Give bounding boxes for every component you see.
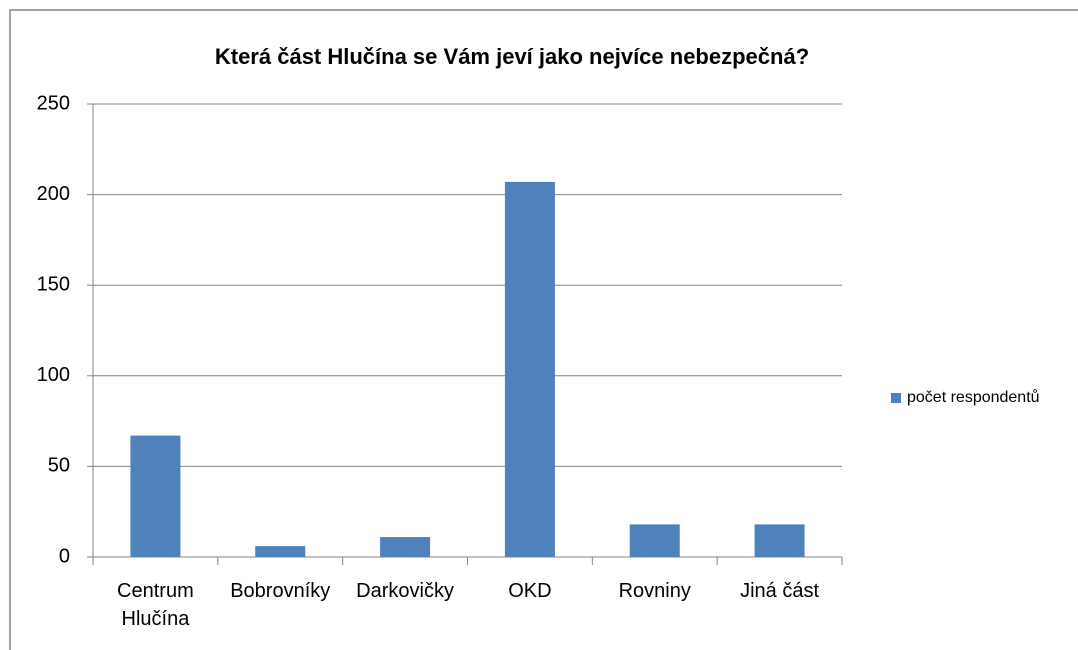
legend-swatch <box>891 393 901 403</box>
bar <box>504 181 555 557</box>
x-tick-label: Jiná část <box>740 580 820 602</box>
y-tick-label: 150 <box>37 273 70 295</box>
y-tick-label: 0 <box>59 545 70 567</box>
bar <box>130 435 181 557</box>
y-tick-label: 50 <box>48 455 70 477</box>
y-tick-label: 250 <box>37 92 70 114</box>
bar <box>380 537 431 557</box>
legend-label: počet respondentů <box>907 388 1040 406</box>
x-tick-label: Centrum Hlučína <box>117 580 194 630</box>
bar <box>629 524 680 557</box>
x-tick-label: OKD <box>508 580 552 602</box>
x-tick-label: Darkovičky <box>356 580 454 602</box>
y-tick-label: 100 <box>37 364 70 386</box>
y-tick-label: 200 <box>37 183 70 205</box>
chart-title: Která část Hlučína se Vám jeví jako nejv… <box>215 44 809 69</box>
bar <box>754 524 805 557</box>
bar <box>255 546 306 557</box>
x-tick-label: Bobrovníky <box>230 580 331 602</box>
x-tick-label: Rovniny <box>618 580 691 602</box>
chart-border <box>9 9 1078 650</box>
